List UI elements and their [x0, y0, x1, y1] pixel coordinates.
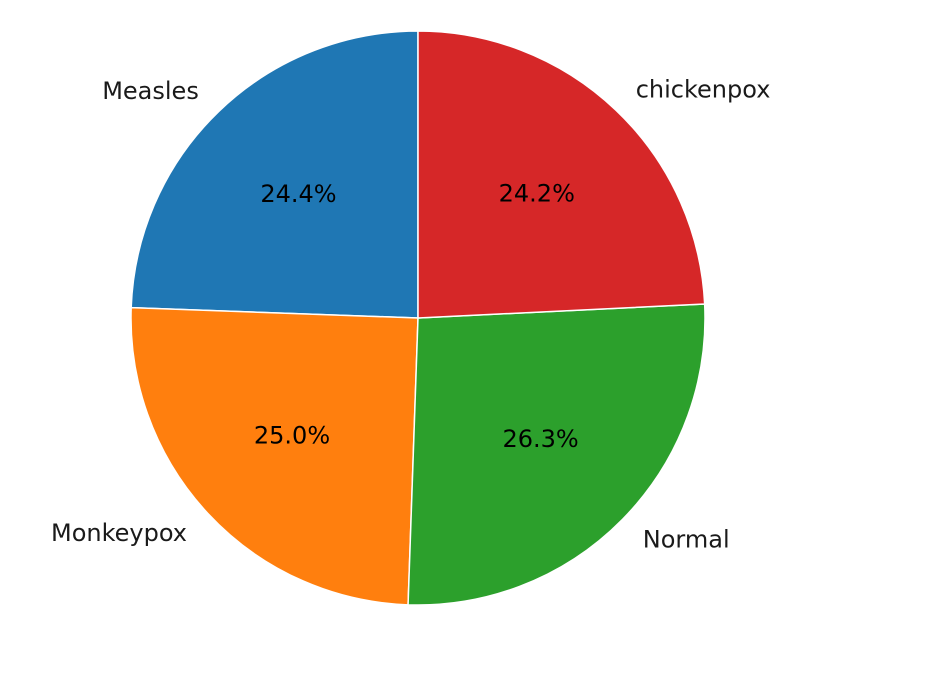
pie-slice-measles [130, 30, 419, 319]
pie-percent-label: 25.0% [254, 421, 330, 449]
pie-category-label: Measles [102, 77, 199, 105]
pie-percent-label: 26.3% [502, 425, 578, 453]
pie-slices [130, 30, 706, 606]
pie-slice-monkeypox [130, 306, 419, 606]
pie-percent-label: 24.4% [260, 180, 336, 208]
pie-category-label: chickenpox [636, 75, 771, 103]
pie-labels: 24.4% Measles 25.0% Monkeypox 26.3% Normal 24.… [51, 75, 770, 553]
pie-slice-chickenpox [417, 30, 706, 319]
pie-category-label: Normal [643, 526, 730, 554]
pie-percent-label: 24.2% [499, 179, 575, 207]
pie-category-label: Monkeypox [51, 519, 187, 547]
pie-slice-normal [407, 303, 706, 606]
